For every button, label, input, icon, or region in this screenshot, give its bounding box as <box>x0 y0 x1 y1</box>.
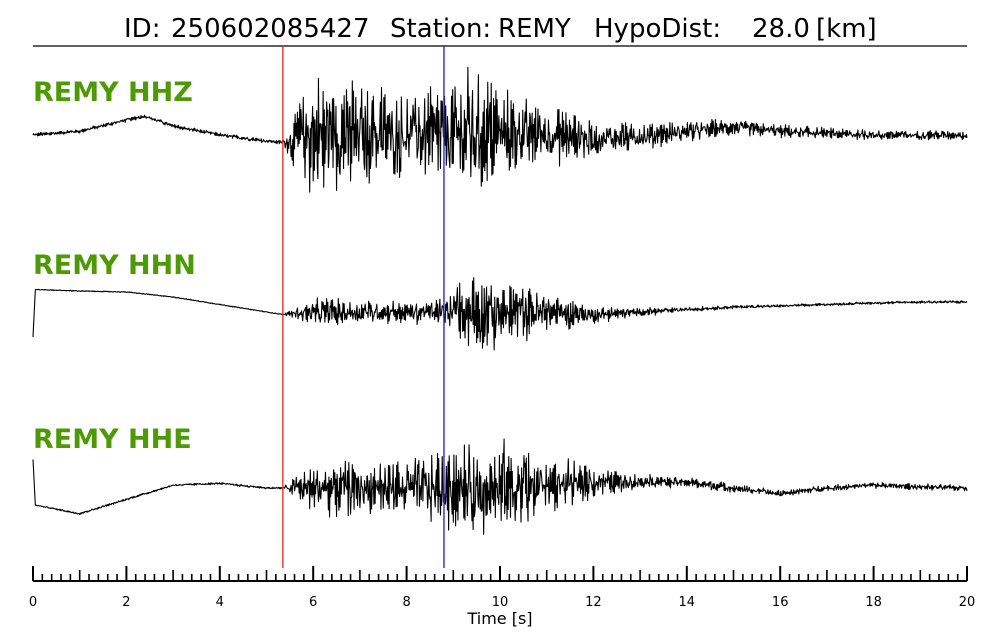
event-id-value: 250602085427 <box>171 14 370 44</box>
trace-hhn <box>32 277 968 351</box>
hypodist-value: 28.0 <box>752 14 810 44</box>
time-axis-label: Time [s] <box>466 609 532 628</box>
time-axis-tick-label: 12 <box>585 595 602 610</box>
header-title: ID: 250602085427 Station: REMY HypoDist:… <box>124 14 877 44</box>
channel-label-hhz: REMY HHZ <box>33 77 193 108</box>
trace-hhz <box>32 66 968 193</box>
time-axis-tick-label: 14 <box>679 595 696 610</box>
time-axis-tick-label: 4 <box>216 595 224 610</box>
hypodist-label: HypoDist: <box>594 14 721 44</box>
time-axis-tick-label: 2 <box>122 595 130 610</box>
time-axis-tick-label: 6 <box>309 595 317 610</box>
time-axis-tick-label: 18 <box>865 595 882 610</box>
time-axis-tick-label: 8 <box>402 595 410 610</box>
station-label: Station: <box>390 14 491 44</box>
channel-label-hhe: REMY HHE <box>33 424 192 455</box>
station-value: REMY <box>498 14 571 44</box>
trace-hhe <box>32 438 968 535</box>
time-axis-tick-label: 10 <box>492 595 509 610</box>
event-id-label: ID: <box>124 14 160 44</box>
channel-label-hhn: REMY HHN <box>33 250 196 281</box>
time-axis: 0 2 4 6 8 10 12 14 16 18 20 Time [s] <box>29 566 975 628</box>
time-axis-ticks: 0 2 4 6 8 10 12 14 16 18 20 <box>29 566 975 610</box>
time-axis-tick-label: 0 <box>29 595 37 610</box>
time-axis-tick-label: 20 <box>959 595 976 610</box>
hypodist-unit: [km] <box>816 14 877 44</box>
time-axis-tick-label: 16 <box>772 595 789 610</box>
